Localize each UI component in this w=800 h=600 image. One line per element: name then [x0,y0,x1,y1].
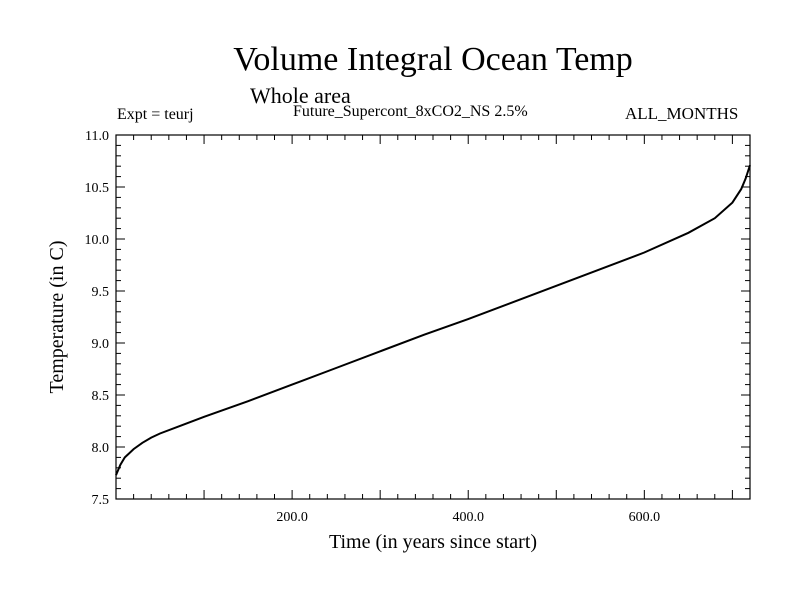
run-name-label: Future_Supercont_8xCO2_NS 2.5% [293,103,528,120]
x-tick-label: 600.0 [629,510,661,525]
y-tick-label: 9.5 [92,285,110,300]
y-axis-label: Temperature (in C) [46,241,68,394]
axis-tick-labels: 200.0 400.0 600.0 7.5 8.0 8.5 9.0 9.5 10.0 10.5 11… [85,129,661,525]
chart-title: Volume Integral Ocean Temp [233,41,633,78]
y-tick-label: 7.5 [92,493,110,508]
plot-frame [115,134,751,500]
chart-subtitle: Whole area [250,83,351,108]
experiment-label: Expt = teurj [117,106,194,123]
y-tick-label: 8.5 [92,389,110,404]
y-tick-label: 9.0 [92,337,110,352]
months-label: ALL_MONTHS [625,104,739,123]
y-tick-label: 8.0 [92,441,110,456]
temperature-series-line [115,164,751,476]
y-tick-label: 10.0 [85,233,110,248]
y-tick-label: 11.0 [85,129,109,144]
x-axis-label: Time (in years since start) [329,531,537,553]
x-tick-label: 200.0 [276,510,308,525]
axis-ticks [116,135,750,499]
x-tick-label: 400.0 [452,510,484,525]
y-tick-label: 10.5 [85,181,110,196]
